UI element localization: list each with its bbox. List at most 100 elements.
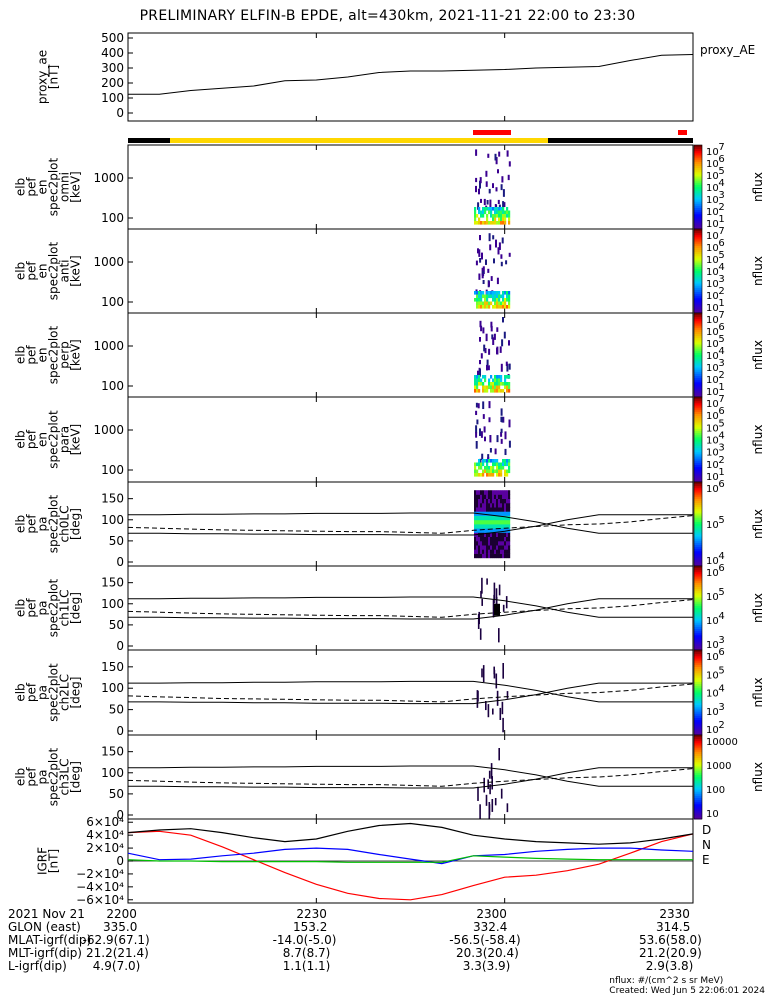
spectrogram-pixel [498, 298, 501, 302]
colorbar-cell [694, 526, 702, 529]
panel-ylabel: ch2LC [58, 674, 72, 711]
spectrogram-pixel [490, 528, 493, 533]
spectrogram-pixel [496, 462, 499, 467]
colorbar-cell [694, 241, 702, 245]
colorbar-cell [694, 664, 702, 668]
colorbar-cell [694, 802, 702, 805]
colorbar-cell [694, 292, 702, 295]
spectrogram-pixel [489, 244, 492, 251]
spectrogram-pixel [476, 507, 479, 512]
spectrogram-pixel [496, 532, 499, 537]
spectrogram-pixel [488, 210, 491, 215]
spectrogram-pixel [492, 553, 495, 559]
panel-ylabel: elb [14, 346, 28, 364]
spectrogram-pixel [478, 536, 481, 542]
spectrogram-pixel [502, 545, 505, 550]
colorbar-cell [694, 521, 702, 525]
footer-row-value: 4.9(7.0) [92, 959, 141, 973]
spectrogram-pixel [508, 524, 511, 529]
spectrogram-pixel [502, 298, 505, 302]
spectrogram-pixel [492, 462, 495, 467]
colorbar-cell [694, 469, 702, 472]
spectrogram-pixel [478, 507, 481, 512]
spectrogram-pixel [478, 494, 481, 499]
spectrogram-pixel [494, 462, 497, 467]
colorbar-cell [694, 166, 702, 169]
spectrogram-pixel [502, 553, 505, 559]
footer-row-value: 2230 [296, 907, 327, 921]
spectrogram-pixel [484, 348, 487, 354]
spectrogram-pixel [480, 545, 483, 550]
spectrogram-pixel [480, 490, 483, 495]
spectrogram-pixel [506, 549, 509, 554]
spectrogram-pixel [493, 333, 496, 340]
colorbar-cell [694, 747, 702, 751]
colorbar-cell [694, 443, 702, 447]
spectrogram-pixel [476, 553, 479, 559]
spectrogram-pixel [490, 498, 493, 504]
spectrogram-pixel [504, 305, 507, 309]
colorbar-cell [694, 509, 702, 512]
colorbar-cell [694, 703, 702, 706]
colorbar-cell [694, 675, 702, 679]
spectrogram-pixel [475, 185, 477, 193]
colorbar-frame [693, 734, 703, 820]
spectrogram-pixel [505, 260, 508, 265]
spectrogram-pixel [485, 170, 488, 177]
spectrogram-pixel [490, 469, 493, 474]
spectrogram-pixel [498, 540, 501, 546]
spectrogram-pixel [488, 490, 491, 495]
spectrogram-pixel [494, 603, 500, 616]
spectrogram-pixel [508, 536, 511, 542]
colorbar-cell [694, 545, 702, 548]
spectrogram-pixel [492, 532, 495, 537]
spectrogram-pixel [506, 382, 509, 386]
spectrogram-pixel [506, 210, 509, 215]
spectrogram-pixel [482, 507, 485, 512]
colorbar-tick-label: 10 [706, 725, 719, 736]
y-tick-label: 50 [109, 703, 124, 717]
footer-row-value: -62.9(67.1) [82, 933, 150, 947]
spectrogram-pixel [498, 462, 501, 467]
colorbar-cell [694, 618, 702, 622]
spectrogram-pixel [498, 301, 501, 306]
spectrogram-pixel [492, 291, 495, 295]
spectrogram-pixel [484, 301, 487, 306]
spectrogram-pixel [504, 511, 507, 516]
colorbar-tick-label: 1000 [706, 761, 731, 772]
footer-row-value: 21.2(20.9) [639, 946, 702, 960]
spectrogram-pixel [508, 363, 511, 370]
colorbar-cell [694, 256, 702, 259]
spectrogram-pixel [497, 169, 499, 174]
colorbar-cell [694, 180, 702, 184]
spectrogram-pixel [478, 305, 481, 309]
spectrogram-pixel [508, 382, 511, 386]
colorbar-cell [694, 589, 702, 592]
spectrogram-pixel [493, 669, 496, 679]
spectrogram-pixel [490, 473, 493, 477]
colorbar-cell [694, 475, 702, 479]
colorbar-cell [694, 467, 702, 470]
y-tick-label: 0 [116, 555, 124, 569]
colorbar-tick-exponent: 7 [718, 394, 724, 405]
spectrogram-pixel [482, 515, 485, 521]
spectrogram-pixel [477, 370, 479, 377]
colorbar-label: nflux [751, 509, 765, 539]
spectrogram-pixel [486, 385, 489, 390]
colorbar-cell [694, 622, 702, 626]
colorbar-cell [694, 334, 702, 337]
spectrogram-pixel [479, 177, 482, 184]
panel-ylabel: [nT] [47, 65, 61, 89]
colorbar-label: nflux [751, 762, 765, 792]
spectrogram-pixel [498, 519, 501, 525]
y-tick-label: 100 [101, 295, 124, 309]
spectrogram-pixel [484, 459, 487, 463]
spectrogram-pixel [478, 528, 481, 533]
spectrogram-pixel [490, 466, 493, 470]
spectrogram-pixel [500, 507, 503, 512]
colorbar-cell [694, 243, 702, 247]
spectrogram-pixel [482, 291, 485, 295]
y-tick-label: −6×10⁴ [76, 893, 124, 907]
spectrogram-pixel [490, 385, 493, 390]
panel-ylabel: pa [36, 601, 50, 616]
